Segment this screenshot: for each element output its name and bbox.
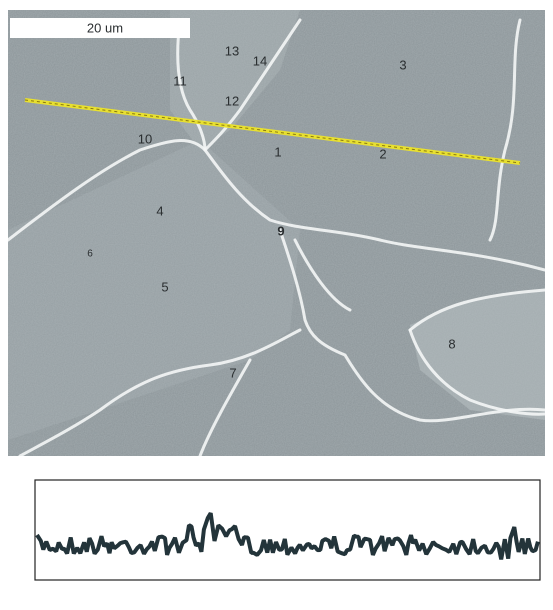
point-label: 7 [229, 365, 236, 380]
point-label: 2 [379, 146, 386, 161]
figure: 20 um 1 2 3 4 5 6 7 8 9 10 11 12 13 14 [0, 0, 553, 605]
point-label: 14 [253, 53, 267, 68]
page: 20 um 1 2 3 4 5 6 7 8 9 10 11 12 13 14 (… [0, 0, 553, 605]
point-label: 4 [156, 203, 163, 218]
point-label: 6 [87, 249, 93, 260]
micrograph: 20 um 1 2 3 4 5 6 7 8 9 10 11 12 13 14 [8, 10, 545, 456]
profile-box [35, 480, 540, 580]
scale-bar-label: 20 um [87, 20, 123, 35]
point-label: 3 [399, 57, 406, 72]
point-label: 9 [277, 223, 284, 238]
point-label: 10 [138, 131, 152, 146]
point-label: 13 [225, 43, 239, 58]
point-label: 1 [274, 144, 281, 159]
point-label: 5 [161, 279, 168, 294]
point-label: 12 [225, 93, 239, 108]
point-label: 8 [448, 336, 455, 351]
point-label: 11 [173, 73, 187, 88]
